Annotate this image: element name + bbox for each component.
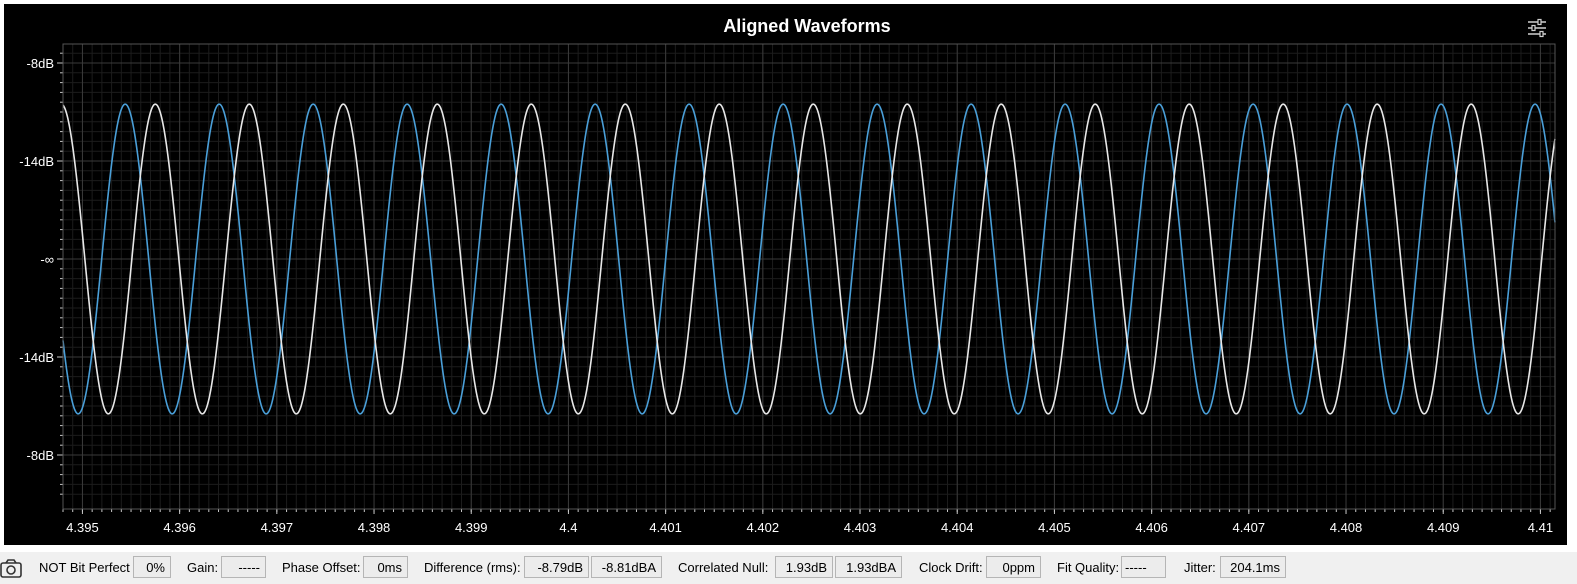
y-tick-label: -8dB (27, 448, 54, 463)
correlated-null-dba-value: 1.93dBA (835, 556, 902, 578)
phase-offset-value: 0ms (363, 556, 408, 578)
plot-border (62, 43, 1556, 510)
x-tick-label: 4.404 (941, 520, 974, 535)
axes: Aligned Waveforms 4.395 4.396 4.397 4.398 4.… (19, 16, 1556, 535)
fit-quality-label: Fit Quality: (1057, 560, 1120, 575)
correlated-null-db-value: 1.93dB (775, 556, 833, 578)
sliders-icon[interactable] (1525, 16, 1549, 40)
y-tick-label: -8dB (27, 56, 54, 71)
x-tick-label: 4.397 (261, 520, 294, 535)
waveform-series-2 (62, 103, 1556, 415)
x-tick-label: 4.396 (163, 520, 196, 535)
clock-drift-label: Clock Drift: (919, 560, 983, 575)
gain-value: ----- (221, 556, 266, 578)
x-tick-label: 4.407 (1233, 520, 1266, 535)
y-tick-label: -14dB (19, 154, 54, 169)
chart-title: Aligned Waveforms (723, 16, 890, 36)
x-tick-label: 4.403 (844, 520, 877, 535)
x-tick-label: 4.395 (66, 520, 99, 535)
jitter-label: Jitter: (1184, 560, 1216, 575)
x-tick-label: 4.402 (747, 520, 780, 535)
x-tick-label: 4.4 (559, 520, 577, 535)
y-tick-label: -14dB (19, 350, 54, 365)
series-layer (62, 103, 1556, 415)
x-tick-label: 4.408 (1330, 520, 1363, 535)
status-bar: NOT Bit Perfect 0% Gain: ----- Phase Off… (0, 552, 1577, 584)
clock-drift-value: 0ppm (986, 556, 1041, 578)
difference-dba-value: -8.81dBA (591, 556, 662, 578)
correlated-null-label: Correlated Null: (678, 560, 769, 575)
x-tick-label: 4.398 (358, 520, 391, 535)
chart-panel: Aligned Waveforms 4.395 4.396 4.397 4.398 4.… (4, 4, 1567, 545)
x-tick-label: 4.409 (1427, 520, 1460, 535)
waveform-series-1 (62, 103, 1556, 415)
difference-db-value: -8.79dB (524, 556, 589, 578)
jitter-value: 204.1ms (1220, 556, 1286, 578)
phase-offset-label: Phase Offset: (282, 560, 361, 575)
bit-perfect-label: NOT Bit Perfect (39, 560, 130, 575)
y-tick-label: -∞ (40, 252, 54, 267)
x-tick-label: 4.406 (1135, 520, 1168, 535)
x-tick-label: 4.405 (1038, 520, 1071, 535)
x-tick-label: 4.41 (1528, 520, 1553, 535)
difference-label: Difference (rms): (424, 560, 521, 575)
fit-quality-value: ----- (1121, 556, 1166, 578)
x-tick-label: 4.401 (649, 520, 682, 535)
bit-perfect-value: 0% (133, 556, 171, 578)
waveform-chart[interactable]: Aligned Waveforms 4.395 4.396 4.397 4.398 4.… (4, 4, 1567, 545)
camera-icon[interactable] (0, 556, 24, 580)
x-tick-label: 4.399 (455, 520, 488, 535)
gain-label: Gain: (187, 560, 219, 575)
